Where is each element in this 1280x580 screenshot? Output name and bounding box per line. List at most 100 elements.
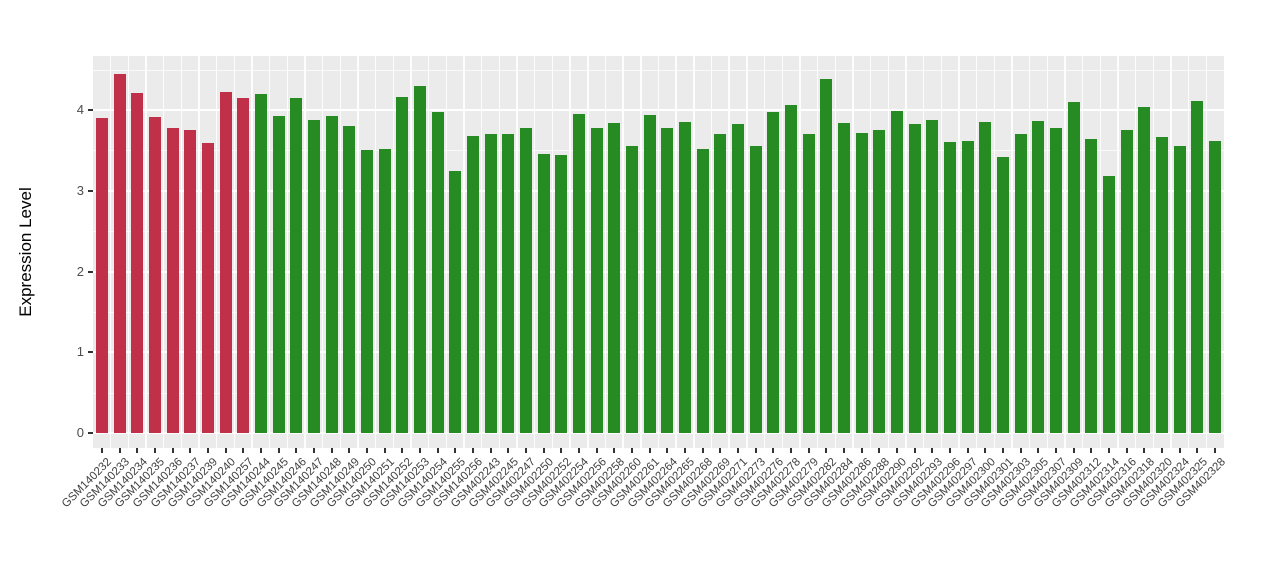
vertical-gridline xyxy=(516,56,518,448)
x-axis-tick xyxy=(560,448,563,453)
vertical-gridline xyxy=(604,56,607,448)
y-tick-label: 4 xyxy=(76,102,84,117)
bar-GSM402268 xyxy=(696,148,709,433)
x-axis-tick xyxy=(1143,448,1146,453)
x-axis-tick xyxy=(1125,448,1128,453)
vertical-gridline xyxy=(816,56,819,448)
x-axis-tick xyxy=(1037,448,1040,453)
x-axis-tick xyxy=(1002,448,1005,453)
vertical-gridline xyxy=(657,56,660,448)
bar-GSM140247 xyxy=(307,120,320,433)
vertical-gridline xyxy=(534,56,536,448)
bar-GSM402314 xyxy=(1103,176,1116,433)
x-axis-tick xyxy=(542,448,545,453)
x-axis-tick xyxy=(365,448,368,453)
x-axis-tick xyxy=(1108,448,1111,453)
vertical-gridline xyxy=(975,56,978,448)
bar-GSM402307 xyxy=(1050,127,1063,433)
bar-GSM402258 xyxy=(608,122,621,433)
vertical-gridline xyxy=(357,56,359,448)
vertical-gridline xyxy=(109,56,112,448)
bar-GSM140237 xyxy=(184,130,197,433)
vertical-gridline xyxy=(322,56,324,448)
vertical-gridline xyxy=(1046,56,1048,448)
bar-GSM140246 xyxy=(290,97,303,433)
bar-GSM402305 xyxy=(1032,121,1045,433)
vertical-gridline xyxy=(710,56,713,448)
bar-GSM402318 xyxy=(1138,106,1151,433)
bar-GSM402265 xyxy=(679,122,691,433)
bar-GSM402301 xyxy=(997,156,1010,433)
x-axis-tick xyxy=(401,448,404,453)
x-axis-tick xyxy=(1178,448,1181,453)
bar-GSM402273 xyxy=(749,145,762,433)
bar-GSM402254 xyxy=(572,114,585,433)
vertical-gridline xyxy=(1152,56,1154,448)
vertical-gridline xyxy=(1064,56,1066,448)
x-axis-tick xyxy=(454,448,457,453)
bar-GSM140239 xyxy=(201,143,214,433)
x-axis-tick xyxy=(825,448,828,453)
vertical-gridline xyxy=(993,56,995,448)
y-axis-title: Expression Level xyxy=(16,187,35,317)
bar-GSM140255 xyxy=(449,170,462,433)
vertical-gridline xyxy=(498,56,501,448)
y-tick-label: 0 xyxy=(76,425,84,440)
bar-GSM140251 xyxy=(378,148,391,433)
bar-GSM140244 xyxy=(254,93,267,433)
x-axis-tick xyxy=(171,448,174,453)
x-axis-tick xyxy=(277,448,280,453)
bar-GSM140256 xyxy=(466,135,479,433)
x-axis-tick xyxy=(931,448,934,453)
bar-GSM402293 xyxy=(926,120,939,433)
x-axis-tick xyxy=(383,448,386,453)
vertical-gridline xyxy=(763,56,766,448)
bar-GSM140249 xyxy=(343,126,356,433)
y-axis-tick xyxy=(88,189,93,192)
bar-GSM402243 xyxy=(484,134,497,433)
vertical-gridline xyxy=(127,56,130,448)
bar-GSM402290 xyxy=(891,110,904,433)
bar-GSM402316 xyxy=(1120,130,1133,433)
vertical-gridline xyxy=(640,56,642,448)
x-axis-tick xyxy=(259,448,262,453)
bar-GSM402250 xyxy=(537,154,550,433)
x-axis-tick xyxy=(701,448,704,453)
bar-GSM402292 xyxy=(908,123,921,433)
bar-GSM402245 xyxy=(502,134,515,433)
x-axis-tick xyxy=(471,448,474,453)
vertical-gridline xyxy=(693,56,695,448)
vertical-gridline xyxy=(1117,56,1119,448)
x-axis-tick xyxy=(348,448,351,453)
vertical-gridline xyxy=(304,56,306,448)
x-axis-tick xyxy=(719,448,722,453)
x-axis-tick xyxy=(913,448,916,453)
bar-GSM402247 xyxy=(519,127,532,433)
x-axis-tick xyxy=(1019,448,1022,453)
x-axis-tick xyxy=(100,448,103,453)
x-axis-tick xyxy=(790,448,793,453)
bar-GSM402325 xyxy=(1191,101,1204,433)
x-axis-tick xyxy=(666,448,669,453)
x-axis-tick xyxy=(737,448,740,453)
bar-GSM402252 xyxy=(555,155,568,433)
x-axis-tick xyxy=(613,448,616,453)
vertical-gridline xyxy=(375,56,377,448)
bar-GSM402261 xyxy=(643,114,656,433)
plot-panel xyxy=(93,56,1224,448)
vertical-gridline xyxy=(251,56,253,448)
bar-GSM402320 xyxy=(1156,136,1169,433)
vertical-gridline xyxy=(781,56,783,448)
vertical-gridline xyxy=(428,56,430,448)
vertical-gridline xyxy=(569,56,571,448)
vertical-gridline xyxy=(1028,56,1031,448)
vertical-gridline xyxy=(869,56,872,448)
vertical-gridline xyxy=(958,56,960,448)
x-axis-tick xyxy=(595,448,598,453)
bar-GSM402276 xyxy=(767,112,780,433)
x-axis-tick xyxy=(295,448,298,453)
vertical-gridline xyxy=(622,56,624,448)
y-tick-label: 2 xyxy=(76,263,84,279)
bar-GSM140252 xyxy=(396,97,409,433)
vertical-gridline xyxy=(216,56,218,448)
